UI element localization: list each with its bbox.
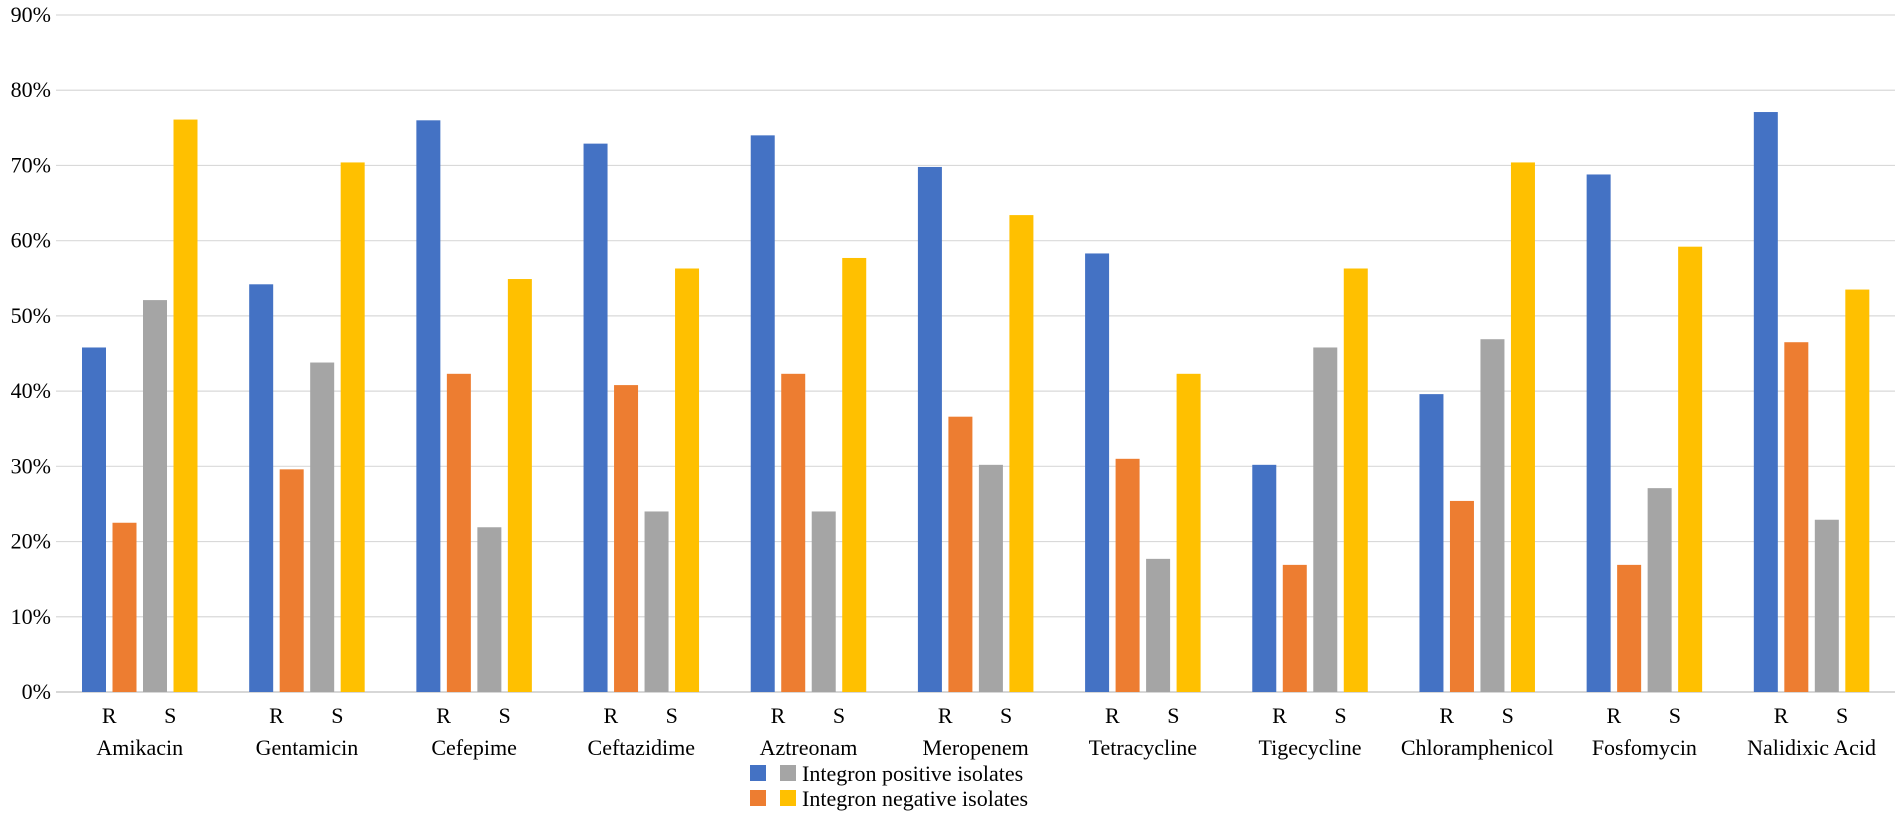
- s-label: S: [1836, 703, 1848, 728]
- bar-aztreonam-s0: [750, 135, 775, 692]
- bar-aztreonam-s3: [842, 257, 867, 692]
- bar-tetracycline-s3: [1176, 373, 1201, 692]
- s-label: S: [833, 703, 845, 728]
- legend-swatch: [750, 790, 766, 806]
- r-label: R: [938, 703, 953, 728]
- s-label: S: [666, 703, 678, 728]
- bar-tigecycline-s0: [1252, 464, 1277, 692]
- y-tick-label: 70%: [11, 152, 51, 177]
- legend-swatch: [780, 790, 796, 806]
- y-tick-label: 90%: [11, 2, 51, 27]
- y-tick-label: 50%: [11, 303, 51, 328]
- bar-gentamicin-s1: [279, 469, 304, 692]
- bar-meropenem-s1: [948, 416, 973, 692]
- r-label: R: [1607, 703, 1622, 728]
- bar-ceftazidime-s0: [583, 143, 608, 692]
- r-label: R: [1272, 703, 1287, 728]
- category-label: Gentamicin: [256, 735, 359, 760]
- bar-cefepime-s2: [477, 527, 502, 692]
- category-label: Nalidixic Acid: [1747, 735, 1876, 760]
- bar-tigecycline-s3: [1343, 268, 1368, 692]
- bar-aztreonam-s2: [811, 511, 836, 692]
- bar-chloramphenicol-s0: [1419, 394, 1444, 692]
- y-tick-label: 60%: [11, 228, 51, 253]
- r-label: R: [1105, 703, 1120, 728]
- s-label: S: [164, 703, 176, 728]
- r-label: R: [771, 703, 786, 728]
- legend-label: Integron positive isolates: [802, 761, 1023, 786]
- category-label: Fosfomycin: [1592, 735, 1697, 760]
- s-label: S: [1669, 703, 1681, 728]
- legend-swatch: [750, 765, 766, 781]
- bar-tigecycline-s2: [1313, 347, 1338, 692]
- bar-amikacin-s3: [173, 119, 198, 692]
- y-tick-label: 30%: [11, 453, 51, 478]
- bar-fosfomycin-s2: [1647, 488, 1672, 692]
- category-label: Tetracycline: [1089, 735, 1197, 760]
- bar-chloramphenicol-s3: [1510, 162, 1535, 693]
- bar-amikacin-s1: [112, 522, 137, 692]
- bar-gentamicin-s2: [310, 362, 335, 692]
- legend-label: Integron negative isolates: [802, 786, 1028, 811]
- bar-chloramphenicol-s2: [1480, 339, 1505, 692]
- bar-nalidixic-acid-s3: [1845, 289, 1870, 692]
- category-label: Cefepime: [431, 735, 517, 760]
- r-label: R: [603, 703, 618, 728]
- category-label: Amikacin: [96, 735, 183, 760]
- bar-nalidixic-acid-s0: [1753, 112, 1778, 692]
- bar-tetracycline-s1: [1115, 458, 1140, 692]
- y-tick-label: 10%: [11, 604, 51, 629]
- bar-tetracycline-s2: [1146, 558, 1171, 692]
- bar-nalidixic-acid-s1: [1784, 342, 1809, 692]
- r-label: R: [269, 703, 284, 728]
- bar-meropenem-s2: [978, 464, 1003, 692]
- r-label: R: [436, 703, 451, 728]
- bar-amikacin-s0: [82, 347, 106, 692]
- s-label: S: [1502, 703, 1514, 728]
- bar-ceftazidime-s1: [614, 385, 639, 692]
- category-label: Aztreonam: [760, 735, 858, 760]
- s-label: S: [498, 703, 510, 728]
- bar-cefepime-s1: [446, 373, 471, 692]
- r-label: R: [1439, 703, 1454, 728]
- s-label: S: [331, 703, 343, 728]
- category-label: Ceftazidime: [588, 735, 696, 760]
- s-label: S: [1000, 703, 1012, 728]
- y-tick-label: 20%: [11, 529, 51, 554]
- bar-chloramphenicol-s1: [1449, 500, 1474, 692]
- bar-cefepime-s3: [507, 279, 532, 692]
- bar-meropenem-s0: [917, 166, 942, 693]
- category-label: Meropenem: [923, 735, 1029, 760]
- legend-swatch: [780, 765, 796, 781]
- bar-gentamicin-s0: [249, 284, 274, 692]
- bar-aztreonam-s1: [781, 373, 806, 692]
- bar-nalidixic-acid-s2: [1814, 519, 1839, 692]
- bar-tigecycline-s1: [1282, 564, 1307, 692]
- bar-ceftazidime-s2: [644, 511, 669, 692]
- bar-fosfomycin-s3: [1678, 246, 1703, 692]
- r-label: R: [1774, 703, 1789, 728]
- y-tick-label: 0%: [22, 679, 51, 704]
- bar-meropenem-s3: [1009, 215, 1034, 692]
- s-label: S: [1334, 703, 1346, 728]
- bar-cefepime-s0: [416, 120, 441, 693]
- bar-ceftazidime-s3: [675, 268, 700, 692]
- category-label: Chloramphenicol: [1401, 735, 1554, 760]
- y-tick-label: 40%: [11, 378, 51, 403]
- bar-fosfomycin-s1: [1617, 564, 1642, 692]
- s-label: S: [1167, 703, 1179, 728]
- bar-gentamicin-s3: [340, 162, 365, 693]
- y-tick-label: 80%: [11, 77, 51, 102]
- category-label: Tigecycline: [1258, 735, 1361, 760]
- bar-tetracycline-s0: [1085, 253, 1110, 692]
- bar-amikacin-s2: [143, 300, 167, 692]
- r-label: R: [102, 703, 117, 728]
- bar-fosfomycin-s0: [1586, 174, 1611, 692]
